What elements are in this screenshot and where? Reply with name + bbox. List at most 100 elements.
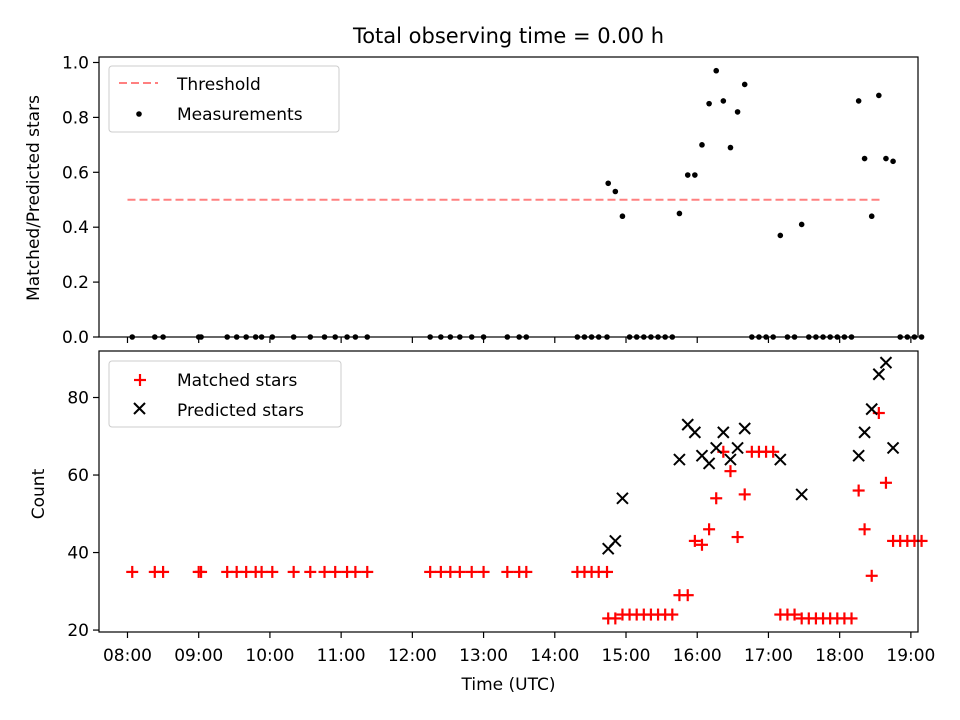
matched-star-point: [703, 523, 716, 536]
predicted-star-point: [865, 402, 878, 416]
predicted-star-point: [717, 426, 730, 439]
matched-star-point: [520, 565, 533, 578]
x-tick-label: 14:00: [530, 646, 579, 666]
predicted-stars-points: [601, 356, 900, 555]
predicted-star-point: [738, 422, 751, 435]
bottom-legend-box: [108, 360, 342, 428]
predicted-star-point: [609, 534, 622, 548]
matched-star-point: [788, 608, 801, 621]
x-tick-label: 13:00: [459, 646, 508, 666]
x-tick-label: 18:00: [815, 646, 864, 666]
top-y-tick-label: 0.4: [62, 218, 89, 238]
legend-threshold-label: Threshold: [176, 75, 261, 95]
matched-star-point: [666, 608, 679, 621]
measurement-point: [876, 92, 882, 99]
measurement-point: [741, 81, 748, 88]
predicted-star-point: [852, 449, 865, 462]
bottom-y-ticks: 20 40 60 80: [67, 389, 99, 641]
measurement-point: [777, 232, 784, 239]
top-y-tick-label: 0.8: [62, 108, 89, 128]
measurement-point: [605, 180, 612, 187]
measurement-point: [612, 188, 619, 195]
measurement-point: [861, 155, 868, 162]
matched-star-point: [424, 565, 437, 578]
chart-title: Total observing time = 0.00 h: [352, 24, 664, 48]
legend-predicted-swatch: [133, 402, 146, 415]
matched-star-point: [304, 565, 317, 578]
predicted-star-point: [886, 441, 900, 455]
measurement-point: [692, 172, 698, 178]
bottom-x-ticks: 08:00 09:00 10:00 11:00 12:00 13:00 14:00 15:00…: [103, 632, 935, 666]
matched-star-point: [361, 565, 374, 578]
measurement-points: [129, 67, 925, 340]
matched-star-point: [501, 565, 514, 578]
matched-star-point: [609, 612, 622, 625]
x-tick-label: 16:00: [673, 646, 722, 666]
predicted-star-point: [702, 457, 716, 470]
measurement-point: [855, 98, 862, 104]
matched-star-point: [255, 565, 268, 578]
x-tick-label: 10:00: [245, 646, 294, 666]
legend-measurements-label: Measurements: [177, 105, 303, 125]
matched-star-point: [157, 565, 170, 578]
matched-star-point: [349, 565, 362, 578]
matched-star-point: [879, 476, 892, 489]
matched-star-point: [731, 531, 744, 544]
matched-star-point: [852, 484, 865, 497]
top-legend-box: [108, 65, 340, 133]
top-y-tick-label: 0.6: [62, 163, 89, 183]
matched-stars-points: [126, 407, 928, 625]
matched-star-point: [601, 565, 614, 578]
measurement-point: [798, 221, 805, 228]
matched-star-point: [465, 565, 478, 578]
matched-star-point: [688, 534, 701, 547]
bottom-legend: Matched stars Predicted stars: [108, 360, 342, 428]
top-axes-frame: [98, 56, 919, 338]
measurement-point: [619, 213, 626, 220]
legend-matched-label: Matched stars: [177, 371, 297, 391]
legend-predicted-label: Predicted stars: [177, 401, 304, 421]
x-tick-label: 19:00: [886, 646, 935, 666]
measurement-point: [706, 100, 712, 107]
measurement-point: [918, 334, 925, 340]
predicted-star-point: [858, 426, 871, 439]
matched-star-point: [126, 565, 139, 578]
matched-star-point: [738, 488, 751, 501]
top-y-tick-label: 0.2: [62, 273, 89, 293]
predicted-star-point: [688, 426, 702, 439]
top-legend: Threshold Measurements: [108, 65, 340, 133]
count-panel: Count Time (UTC) 20 40 60 80 08:00 09:00 10:0…: [29, 350, 935, 695]
matched-star-point: [724, 465, 737, 478]
matched-star-point: [266, 565, 279, 578]
measurement-point: [734, 109, 741, 115]
matched-star-point: [695, 538, 708, 551]
matched-star-point: [477, 565, 490, 578]
matched-star-point: [767, 445, 780, 458]
x-tick-label: 08:00: [103, 646, 152, 666]
predicted-star-point: [879, 356, 893, 369]
matched-star-point: [681, 589, 694, 602]
predicted-star-point: [774, 453, 787, 466]
measurement-point: [868, 213, 875, 220]
bottom-y-tick-label: 60: [67, 466, 89, 486]
predicted-star-point: [710, 441, 723, 455]
matched-star-point: [858, 523, 871, 536]
bottom-y-tick-label: 40: [67, 544, 89, 564]
measurement-point: [727, 144, 734, 151]
bottom-y-tick-label: 20: [67, 621, 89, 641]
bottom-y-axis-label: Count: [29, 468, 49, 519]
matched-star-point: [287, 565, 300, 578]
legend-measurements-swatch: [136, 111, 142, 117]
measurement-point: [676, 210, 683, 217]
measurement-point: [713, 67, 720, 74]
legend-matched-swatch: [134, 374, 146, 386]
matched-star-point: [453, 565, 466, 578]
top-y-tick-label: 0.0: [62, 328, 89, 348]
matched-star-point: [195, 565, 208, 578]
matched-star-point: [318, 565, 331, 578]
matched-star-point: [865, 569, 878, 582]
ratio-panel: Total observing time = 0.00 h Matched/Pr…: [24, 24, 925, 348]
top-y-axis-label: Matched/Predicted stars: [24, 95, 44, 301]
top-y-ticks: 0.0 0.2 0.4 0.6 0.8 1.0: [62, 53, 99, 348]
predicted-star-point: [872, 368, 886, 381]
